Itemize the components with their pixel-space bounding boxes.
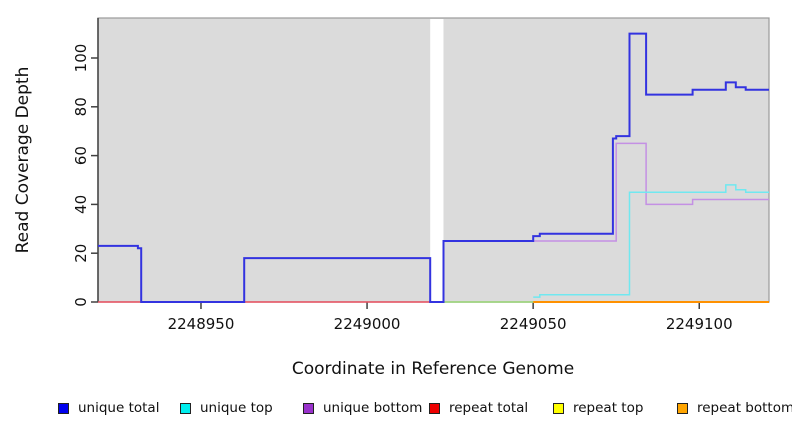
- y-tick-label-20: 20: [72, 244, 90, 263]
- x-tick-label-2249100: 2249100: [666, 315, 733, 333]
- y-tick-label-60: 60: [72, 146, 90, 165]
- y-tick-label-0: 0: [72, 297, 90, 307]
- y-axis-title: Read Coverage Depth: [13, 66, 33, 254]
- x-tick-label-2248950: 2248950: [168, 315, 235, 333]
- y-tick-label-80: 80: [72, 97, 90, 116]
- no-data-gap-band: [430, 19, 444, 302]
- series-line-unique-total: [98, 32, 769, 303]
- series-line-unique-bottom: [443, 142, 769, 242]
- series-line-unique-top: [533, 184, 769, 298]
- x-tick-label-2249050: 2249050: [500, 315, 567, 333]
- x-axis-title: Coordinate in Reference Genome: [291, 359, 575, 379]
- y-tick-label-40: 40: [72, 195, 90, 214]
- x-tick-label-2249000: 2249000: [334, 315, 401, 333]
- y-tick-label-100: 100: [72, 44, 90, 73]
